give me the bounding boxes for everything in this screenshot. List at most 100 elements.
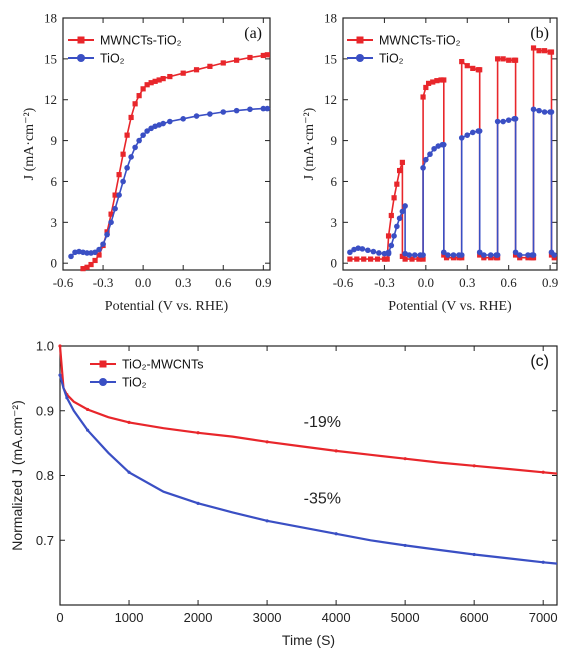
data-point bbox=[476, 128, 483, 134]
data-point bbox=[530, 45, 537, 51]
legend: MWNCTs-TiO₂ TiO₂ bbox=[68, 34, 182, 66]
data-point bbox=[104, 231, 110, 238]
data-point bbox=[376, 250, 382, 256]
x-tick-label: 2000 bbox=[184, 610, 213, 625]
data-point bbox=[512, 249, 519, 256]
data-point bbox=[423, 156, 429, 163]
data-point bbox=[84, 250, 90, 256]
data-point bbox=[431, 145, 437, 152]
data-point bbox=[136, 93, 142, 99]
data-point bbox=[423, 84, 429, 91]
x-tick-label: 0.3 bbox=[175, 275, 191, 290]
data-point bbox=[494, 118, 501, 125]
data-point bbox=[127, 420, 131, 425]
x-tick-label: 7000 bbox=[529, 610, 558, 625]
data-point bbox=[116, 192, 122, 198]
data-point bbox=[265, 519, 269, 523]
data-point bbox=[430, 79, 436, 85]
series-red bbox=[347, 45, 557, 262]
data-point bbox=[495, 56, 501, 62]
annotation-label: -19% bbox=[304, 414, 341, 431]
data-point bbox=[381, 256, 388, 262]
data-point bbox=[136, 137, 142, 144]
x-axis-label: Time (S) bbox=[282, 632, 335, 648]
data-point bbox=[220, 60, 226, 66]
y-tick-label: 15 bbox=[44, 51, 57, 66]
data-point bbox=[84, 264, 90, 270]
chart-panel-c: 0 1000 2000 3000 4000 5000 6000 7000 0.7 0.8 0.9 1.… bbox=[9, 339, 558, 649]
data-point bbox=[464, 63, 470, 69]
y-tick-label: 18 bbox=[324, 11, 337, 26]
x-axis-label: Potential (V vs. RHE) bbox=[105, 299, 229, 314]
data-point bbox=[469, 129, 476, 136]
data-point bbox=[541, 470, 545, 474]
legend-marker bbox=[77, 54, 85, 62]
data-point bbox=[234, 57, 240, 63]
legend-label: TiO₂-MWCNTs bbox=[122, 358, 203, 372]
data-point bbox=[144, 128, 150, 134]
series-blue bbox=[68, 105, 271, 260]
data-point bbox=[207, 63, 213, 69]
data-point bbox=[403, 543, 407, 548]
data-point bbox=[128, 114, 134, 121]
data-point bbox=[148, 80, 154, 86]
data-point bbox=[361, 256, 367, 262]
data-point bbox=[264, 105, 271, 112]
data-point bbox=[441, 77, 447, 83]
data-point bbox=[144, 82, 150, 88]
x-tick-label: -0.6 bbox=[333, 275, 354, 290]
x-tick-label: 0.6 bbox=[215, 275, 232, 290]
data-point bbox=[403, 457, 407, 461]
data-point bbox=[506, 57, 512, 63]
legend-label: TiO₂ bbox=[122, 376, 147, 390]
data-point bbox=[541, 109, 548, 115]
data-point bbox=[193, 67, 200, 73]
plot-frame bbox=[62, 17, 271, 271]
legend-label: MWNCTs-TiO₂ bbox=[379, 34, 461, 48]
legend-marker bbox=[99, 378, 107, 386]
data-point bbox=[220, 109, 227, 115]
data-point bbox=[388, 212, 394, 219]
data-point bbox=[548, 109, 555, 115]
data-point bbox=[505, 117, 512, 123]
x-tick-label: 0.0 bbox=[418, 275, 434, 290]
data-point bbox=[112, 205, 118, 212]
data-point bbox=[420, 252, 426, 258]
data-point bbox=[167, 118, 173, 125]
data-point bbox=[58, 344, 62, 348]
data-point bbox=[458, 252, 465, 258]
x-tick-label: 5000 bbox=[391, 610, 420, 625]
data-point bbox=[426, 80, 432, 86]
data-point bbox=[530, 106, 537, 113]
data-point bbox=[500, 56, 506, 62]
data-point bbox=[440, 249, 447, 256]
data-point bbox=[96, 252, 102, 258]
data-point bbox=[68, 253, 74, 260]
data-point bbox=[247, 106, 253, 113]
legend-marker bbox=[356, 36, 364, 44]
y-axis-label: Normalized J (mA.cm⁻²) bbox=[9, 400, 25, 551]
y-tick-label: 12 bbox=[44, 92, 57, 107]
data-point bbox=[140, 132, 146, 138]
data-point bbox=[334, 532, 338, 536]
data-point bbox=[260, 52, 266, 59]
data-point bbox=[120, 178, 126, 185]
data-point bbox=[334, 449, 338, 453]
y-tick-label: 0 bbox=[51, 256, 58, 271]
data-point bbox=[368, 256, 374, 262]
data-point bbox=[264, 52, 270, 58]
series-line bbox=[70, 107, 268, 257]
data-point bbox=[388, 242, 395, 249]
data-point bbox=[112, 192, 118, 198]
data-point bbox=[384, 256, 390, 262]
data-point bbox=[193, 113, 200, 119]
series-line bbox=[349, 108, 555, 256]
data-point bbox=[347, 249, 353, 256]
plot-frame bbox=[342, 17, 558, 271]
data-point bbox=[132, 101, 138, 107]
x-tick-label: -0.6 bbox=[53, 275, 74, 290]
data-point bbox=[458, 135, 465, 141]
data-point bbox=[196, 431, 200, 435]
x-tick-label: -0.3 bbox=[374, 275, 395, 290]
data-point bbox=[394, 223, 400, 230]
